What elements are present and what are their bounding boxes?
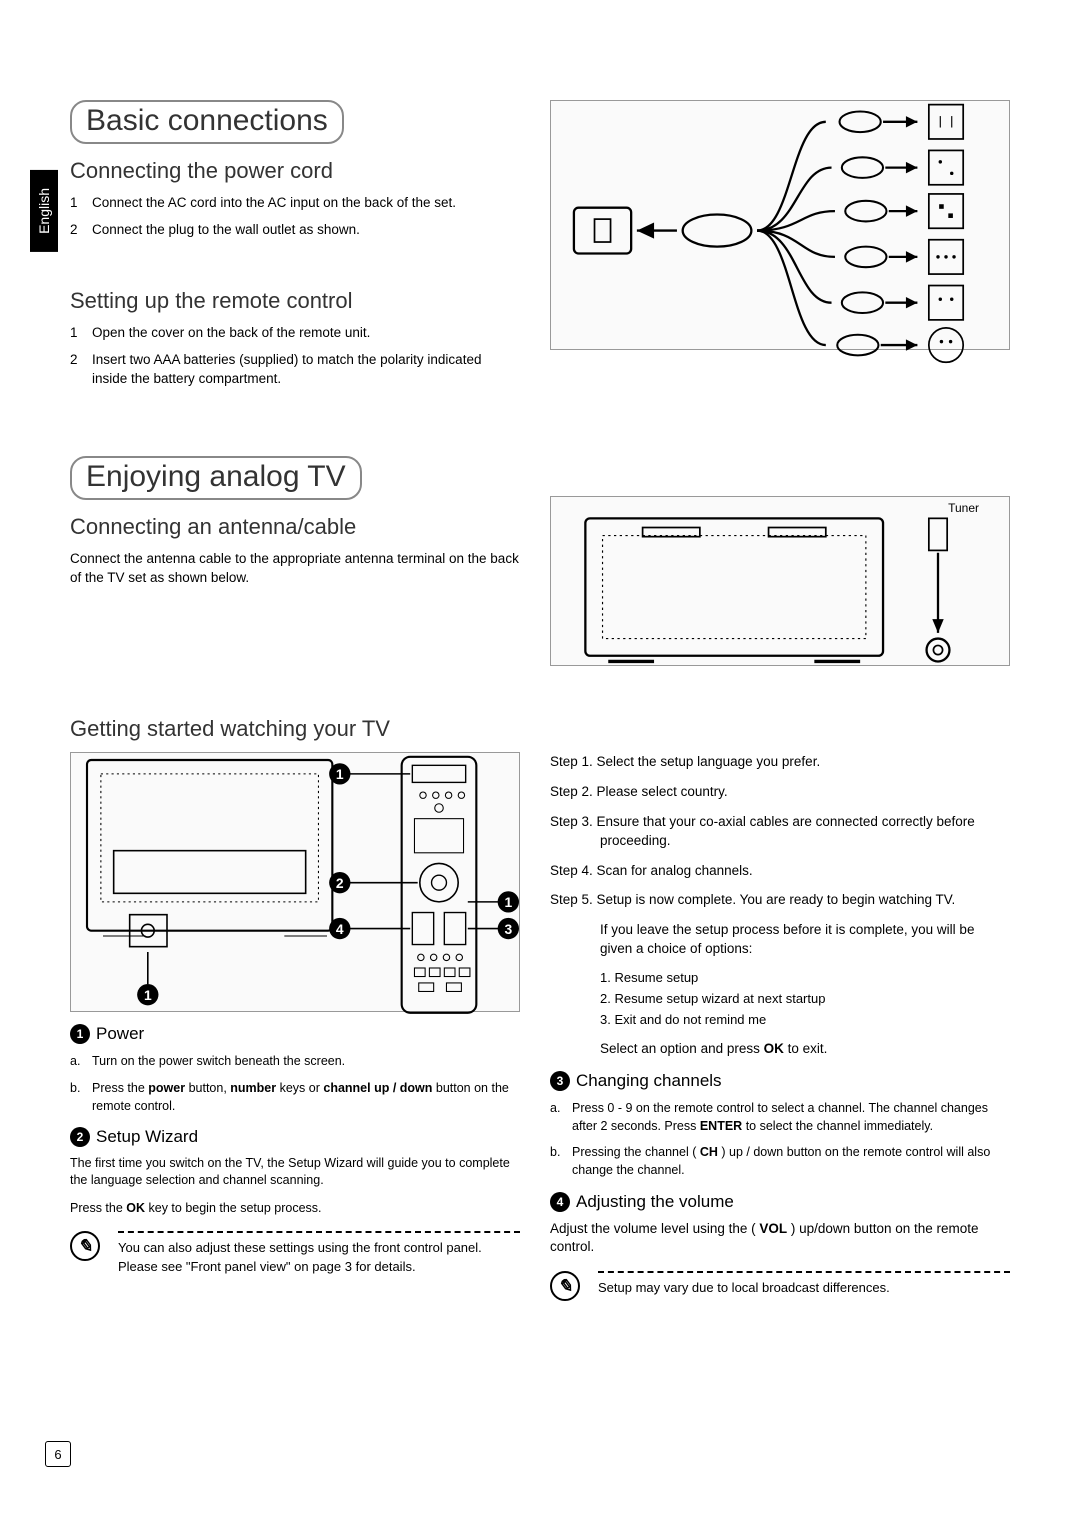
step-3: Step 3. Ensure that your co-axial cables… <box>550 812 1010 851</box>
list-num: 2 <box>70 351 92 389</box>
step-5: Step 5. Setup is now complete. You are r… <box>550 890 1010 910</box>
note-setup: ✎ You can also adjust these settings usi… <box>70 1231 520 1275</box>
list-text: Open the cover on the back of the remote… <box>92 324 370 343</box>
antenna-para: Connect the antenna cable to the appropr… <box>70 550 520 588</box>
section-title-analog-tv: Enjoying analog TV <box>70 456 362 500</box>
opt-1: 1. Resume setup <box>600 969 1010 988</box>
channels-heading: 3 Changing channels <box>550 1071 1010 1091</box>
list-num: 1 <box>70 194 92 213</box>
note-volume: ✎ Setup may vary due to local broadcast … <box>550 1271 1010 1301</box>
subtitle-remote-setup: Setting up the remote control <box>70 288 520 314</box>
setup-heading: 2 Setup Wizard <box>70 1127 520 1147</box>
subtitle-power-cord: Connecting the power cord <box>70 158 520 184</box>
list-text: Connect the AC cord into the AC input on… <box>92 194 456 213</box>
channels-steps: a. Press 0 - 9 on the remote control to … <box>550 1099 1010 1180</box>
list-num: 2 <box>70 221 92 240</box>
step-5c: Select an option and press OK to exit. <box>600 1039 1010 1059</box>
figure-tuner: Tuner <box>550 496 1010 666</box>
figure-tv-remote: 1 1 2 4 <box>70 752 520 1012</box>
alpha-a: a. <box>550 1099 572 1135</box>
svg-text:1: 1 <box>144 987 152 1003</box>
step-2: Step 2. Please select country. <box>550 782 1010 802</box>
volume-heading: 4 Adjusting the volume <box>550 1192 1010 1212</box>
channels-a: Press 0 - 9 on the remote control to sel… <box>572 1099 1010 1135</box>
svg-text:4: 4 <box>336 921 344 937</box>
alpha-a: a. <box>70 1052 92 1070</box>
page-number: 6 <box>45 1441 71 1467</box>
note-icon: ✎ <box>550 1271 580 1301</box>
step-4: Step 4. Scan for analog channels. <box>550 861 1010 881</box>
list-text: Connect the plug to the wall outlet as s… <box>92 221 360 240</box>
step-1: Step 1. Select the setup language you pr… <box>550 752 1010 772</box>
circled-4-icon: 4 <box>550 1192 570 1212</box>
setup-p1: The first time you switch on the TV, the… <box>70 1155 520 1190</box>
power-title: Power <box>96 1024 144 1044</box>
tuner-label: Tuner <box>948 501 979 515</box>
note-icon: ✎ <box>70 1231 100 1261</box>
circled-2-icon: 2 <box>70 1127 90 1147</box>
opt-2: 2. Resume setup wizard at next startup <box>600 990 1010 1009</box>
power-step-b: Press the power button, number keys or c… <box>92 1079 520 1115</box>
remote-setup-list: 1Open the cover on the back of the remot… <box>70 324 520 389</box>
subtitle-antenna: Connecting an antenna/cable <box>70 514 520 540</box>
circled-3-icon: 3 <box>550 1071 570 1091</box>
alpha-b: b. <box>70 1079 92 1115</box>
svg-text:2: 2 <box>336 875 344 891</box>
power-step-a: Turn on the power switch beneath the scr… <box>92 1052 345 1070</box>
figure-power-plugs <box>550 100 1010 350</box>
channels-b: Pressing the channel ( CH ) up / down bu… <box>572 1143 1010 1179</box>
power-steps: a.Turn on the power switch beneath the s… <box>70 1052 520 1114</box>
opt-3: 3. Exit and do not remind me <box>600 1011 1010 1030</box>
power-cord-list: 1Connect the AC cord into the AC input o… <box>70 194 520 240</box>
svg-text:1: 1 <box>336 766 344 782</box>
svg-text:1: 1 <box>504 894 512 910</box>
list-num: 1 <box>70 324 92 343</box>
language-tab: English <box>30 170 58 252</box>
section-title-basic-connections: Basic connections <box>70 100 344 144</box>
circled-1-icon: 1 <box>70 1024 90 1044</box>
setup-title: Setup Wizard <box>96 1127 198 1147</box>
alpha-b: b. <box>550 1143 572 1179</box>
subtitle-getting-started: Getting started watching your TV <box>70 716 1010 742</box>
channels-title: Changing channels <box>576 1071 722 1091</box>
list-text: Insert two AAA batteries (supplied) to m… <box>92 351 520 389</box>
volume-p: Adjust the volume level using the ( VOL … <box>550 1220 1010 1258</box>
note-text: You can also adjust these settings using… <box>118 1231 520 1275</box>
setup-steps: Step 1. Select the setup language you pr… <box>550 752 1010 1059</box>
power-heading: 1 Power <box>70 1024 520 1044</box>
note-text: Setup may vary due to local broadcast di… <box>598 1271 1010 1297</box>
step-5b: If you leave the setup process before it… <box>600 920 1010 959</box>
volume-title: Adjusting the volume <box>576 1192 734 1212</box>
svg-text:3: 3 <box>504 921 512 937</box>
setup-p2: Press the OK key to begin the setup proc… <box>70 1200 520 1218</box>
